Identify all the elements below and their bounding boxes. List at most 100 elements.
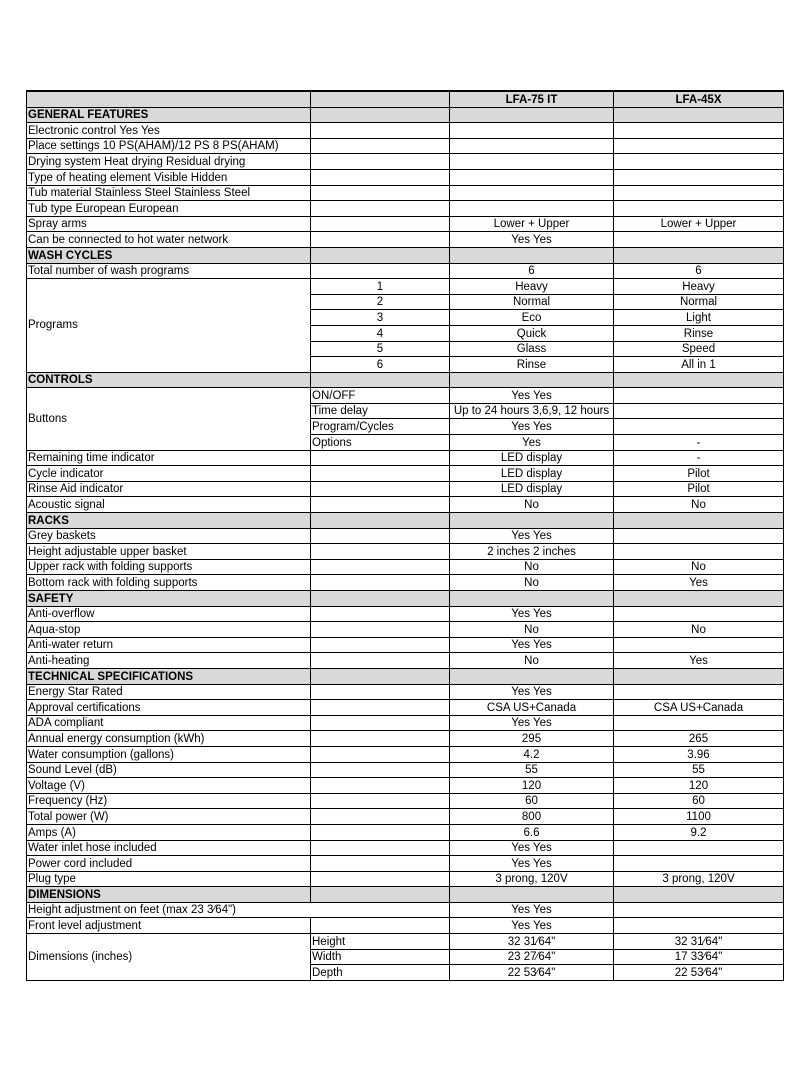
value-model-2: - <box>613 449 784 467</box>
value-model-2: Rinse <box>613 324 784 342</box>
row-sublabel: Options <box>310 434 450 451</box>
row-label: Can be connected to hot water network <box>26 231 311 248</box>
table-row: Water inlet hose included Yes Yes <box>26 839 784 857</box>
table-row: Anti-water return Yes Yes <box>26 636 784 654</box>
table-row: Time delay Up to 24 hours 3,6,9, 12 hours <box>27 402 784 420</box>
row-label: Approval certifications <box>26 699 311 716</box>
value-model-2 <box>613 605 784 623</box>
row-label: Rinse Aid indicator <box>26 480 311 498</box>
section-title: TECHNICAL SPECIFICATIONS <box>26 667 311 685</box>
cell-empty <box>310 262 450 280</box>
row-label: Total power (W) <box>26 808 311 825</box>
value-model-2 <box>613 184 784 202</box>
value-model-2 <box>613 153 784 170</box>
value-model-1: LED display <box>449 449 614 467</box>
table-row: Drying system Heat drying Residual dryin… <box>26 153 784 170</box>
value-model-2 <box>613 122 784 139</box>
value-model-2: Pilot <box>613 480 784 498</box>
row-label: Height adjustable upper basket <box>26 543 311 560</box>
row-label: ADA compliant <box>26 714 311 732</box>
table-row: Anti-overflow Yes Yes <box>26 605 784 623</box>
header-blank <box>310 89 450 108</box>
row-label: Bottom rack with folding supports <box>26 574 311 591</box>
value-model-1: Yes Yes <box>449 714 614 732</box>
value-model-2: 1100 <box>613 808 784 825</box>
value-model-2 <box>613 418 784 436</box>
header-model-2: LFA-45X <box>613 89 784 108</box>
value-model-1: CSA US+Canada <box>449 699 614 716</box>
row-sublabel: Width <box>310 948 450 966</box>
table-row: 6 Rinse All in 1 <box>27 356 784 373</box>
cell-empty <box>310 699 450 716</box>
cell-empty <box>310 200 450 217</box>
section-title: GENERAL FEATURES <box>26 106 311 124</box>
table-row: Height adjustment on feet (max 23 3⁄64")… <box>26 901 784 919</box>
section-header-row: GENERAL FEATURES <box>26 106 784 124</box>
value-model-2: 6 <box>613 262 784 280</box>
cell-empty <box>613 512 784 529</box>
row-sublabel: Height <box>310 933 450 950</box>
row-label: Upper rack with folding supports <box>26 558 311 576</box>
value-model-2 <box>613 402 784 420</box>
row-label: Buttons <box>26 387 311 451</box>
value-model-2: 17 33⁄64" <box>613 948 784 966</box>
header-model-1: LFA-75 IT <box>449 89 614 108</box>
cell-empty <box>310 605 450 623</box>
row-label: Dimensions (inches) <box>26 933 311 981</box>
value-model-1 <box>449 184 614 202</box>
value-model-2 <box>613 917 784 935</box>
row-sublabel: 3 <box>310 309 450 326</box>
value-model-1: LED display <box>449 480 614 498</box>
value-model-2: Light <box>613 309 784 326</box>
section-header-row: RACKS <box>26 512 784 529</box>
value-model-2 <box>613 683 784 701</box>
value-model-1: No <box>449 558 614 576</box>
value-model-2: No <box>613 621 784 638</box>
value-model-1: 295 <box>449 730 614 747</box>
row-label: Cycle indicator <box>26 465 311 482</box>
row-label: Type of heating element Visible Hidden <box>26 168 311 186</box>
section-header-row: CONTROLS <box>26 371 784 389</box>
row-label: Grey baskets <box>26 527 311 545</box>
value-model-2: All in 1 <box>613 356 784 373</box>
value-model-1: Lower + Upper <box>449 215 614 233</box>
value-model-2: 3 prong, 120V <box>613 870 784 888</box>
value-model-1: Yes Yes <box>449 418 614 436</box>
value-model-1: 32 31⁄64" <box>449 933 614 950</box>
value-model-1: No <box>449 652 614 669</box>
value-model-2: 3.96 <box>613 745 784 763</box>
row-label: Water inlet hose included <box>26 839 311 857</box>
value-model-1: 55 <box>449 761 614 779</box>
cell-empty <box>310 808 450 825</box>
value-model-1: Yes Yes <box>449 683 614 701</box>
row-sublabel: 5 <box>310 340 450 358</box>
value-model-2 <box>613 527 784 545</box>
header-row: LFA-75 IT LFA-45X <box>26 89 784 108</box>
section-title: DIMENSIONS <box>26 886 311 903</box>
value-model-1: Quick <box>449 324 614 342</box>
value-model-1: 800 <box>449 808 614 825</box>
cell-empty <box>310 714 450 732</box>
cell-empty <box>310 777 450 794</box>
value-model-2: Pilot <box>613 465 784 482</box>
row-label: Programs <box>26 278 311 373</box>
value-model-2: CSA US+Canada <box>613 699 784 716</box>
row-label: Spray arms <box>26 215 311 233</box>
cell-empty <box>310 465 450 482</box>
table-row: Upper rack with folding supports No No <box>26 558 784 576</box>
value-model-1: 6.6 <box>449 823 614 841</box>
table-row: Bottom rack with folding supports No Yes <box>26 574 784 591</box>
row-label: Amps (A) <box>26 823 311 841</box>
value-model-2 <box>613 231 784 248</box>
cell-empty <box>310 855 450 872</box>
value-model-1: No <box>449 621 614 638</box>
value-model-1: Yes Yes <box>449 231 614 248</box>
value-model-1: Yes Yes <box>449 901 614 919</box>
section-header-row: DIMENSIONS <box>26 886 784 903</box>
table-row: Water consumption (gallons) 4.2 3.96 <box>26 745 784 763</box>
table-row: Cycle indicator LED display Pilot <box>26 465 784 482</box>
value-model-1: Rinse <box>449 356 614 373</box>
row-label: Height adjustment on feet (max 23 3⁄64") <box>26 901 450 919</box>
row-label: Acoustic signal <box>26 496 311 514</box>
cell-empty <box>310 590 450 607</box>
